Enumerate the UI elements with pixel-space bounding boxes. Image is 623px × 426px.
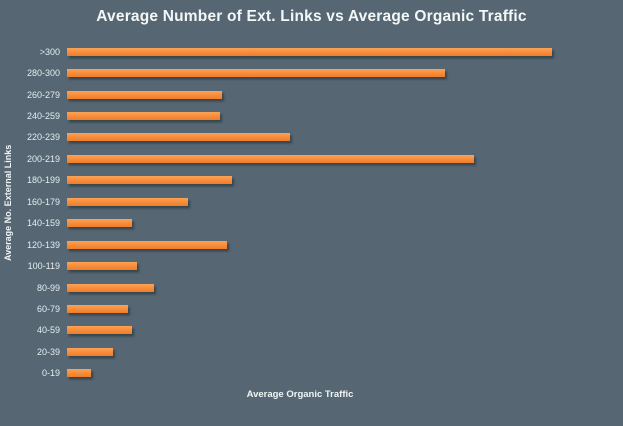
- x-axis-label: Average Organic Traffic: [246, 389, 354, 400]
- bar: [67, 47, 552, 56]
- bar-row: 280-300: [0, 62, 623, 83]
- bar-row: 220-239: [0, 127, 623, 148]
- bar-row: 40-59: [0, 320, 623, 341]
- y-tick-label: 140-159: [26, 218, 60, 229]
- y-tick-label: 20-39: [36, 346, 60, 357]
- y-tick-label: 220-239: [26, 132, 60, 143]
- y-tick-label: 260-279: [26, 89, 60, 100]
- bar: [67, 347, 114, 356]
- bar: [67, 262, 138, 271]
- bar: [67, 219, 133, 228]
- plot-rows: >300 280-300 260-279 240-259 220-239 200-219 1…: [0, 41, 623, 384]
- bar-row: 100-119: [0, 255, 623, 276]
- y-tick-label: 180-199: [26, 175, 60, 186]
- bar: [67, 283, 155, 292]
- chart-title: Average Number of Ext. Links vs Average …: [96, 8, 527, 25]
- bar: [67, 240, 228, 249]
- bar: [67, 176, 232, 185]
- y-tick-label: >300: [39, 46, 60, 57]
- bar-row: 160-179: [0, 191, 623, 212]
- bar: [67, 112, 220, 121]
- bar-row: 200-219: [0, 148, 623, 169]
- y-tick-label: 160-179: [26, 196, 60, 207]
- bar: [67, 197, 189, 206]
- bar-row: 260-279: [0, 84, 623, 105]
- bar-row: 80-99: [0, 277, 623, 298]
- bar-row: 60-79: [0, 298, 623, 319]
- y-tick-label: 200-219: [26, 153, 60, 164]
- y-tick-label: 0-19: [41, 368, 60, 379]
- bar: [67, 69, 446, 78]
- bar-row: 120-139: [0, 234, 623, 255]
- y-tick-label: 240-259: [26, 111, 60, 122]
- y-tick-label: 100-119: [27, 261, 60, 272]
- bar-row: 20-39: [0, 341, 623, 362]
- bar: [67, 90, 223, 99]
- bar-row: 240-259: [0, 105, 623, 126]
- bar-row: >300: [0, 41, 623, 62]
- bar: [67, 133, 291, 142]
- y-tick-label: 120-139: [26, 239, 60, 250]
- y-tick-label: 280-300: [26, 68, 60, 79]
- y-tick-label: 40-59: [36, 325, 60, 336]
- bar-row: 180-199: [0, 170, 623, 191]
- bar: [67, 326, 133, 335]
- bar: [67, 154, 475, 163]
- y-tick-label: 60-79: [36, 303, 60, 314]
- y-tick-label: 80-99: [36, 282, 60, 293]
- bar-row: 140-159: [0, 213, 623, 234]
- bar: [67, 304, 128, 313]
- bar-row: 0-19: [0, 363, 623, 384]
- bar: [67, 369, 92, 378]
